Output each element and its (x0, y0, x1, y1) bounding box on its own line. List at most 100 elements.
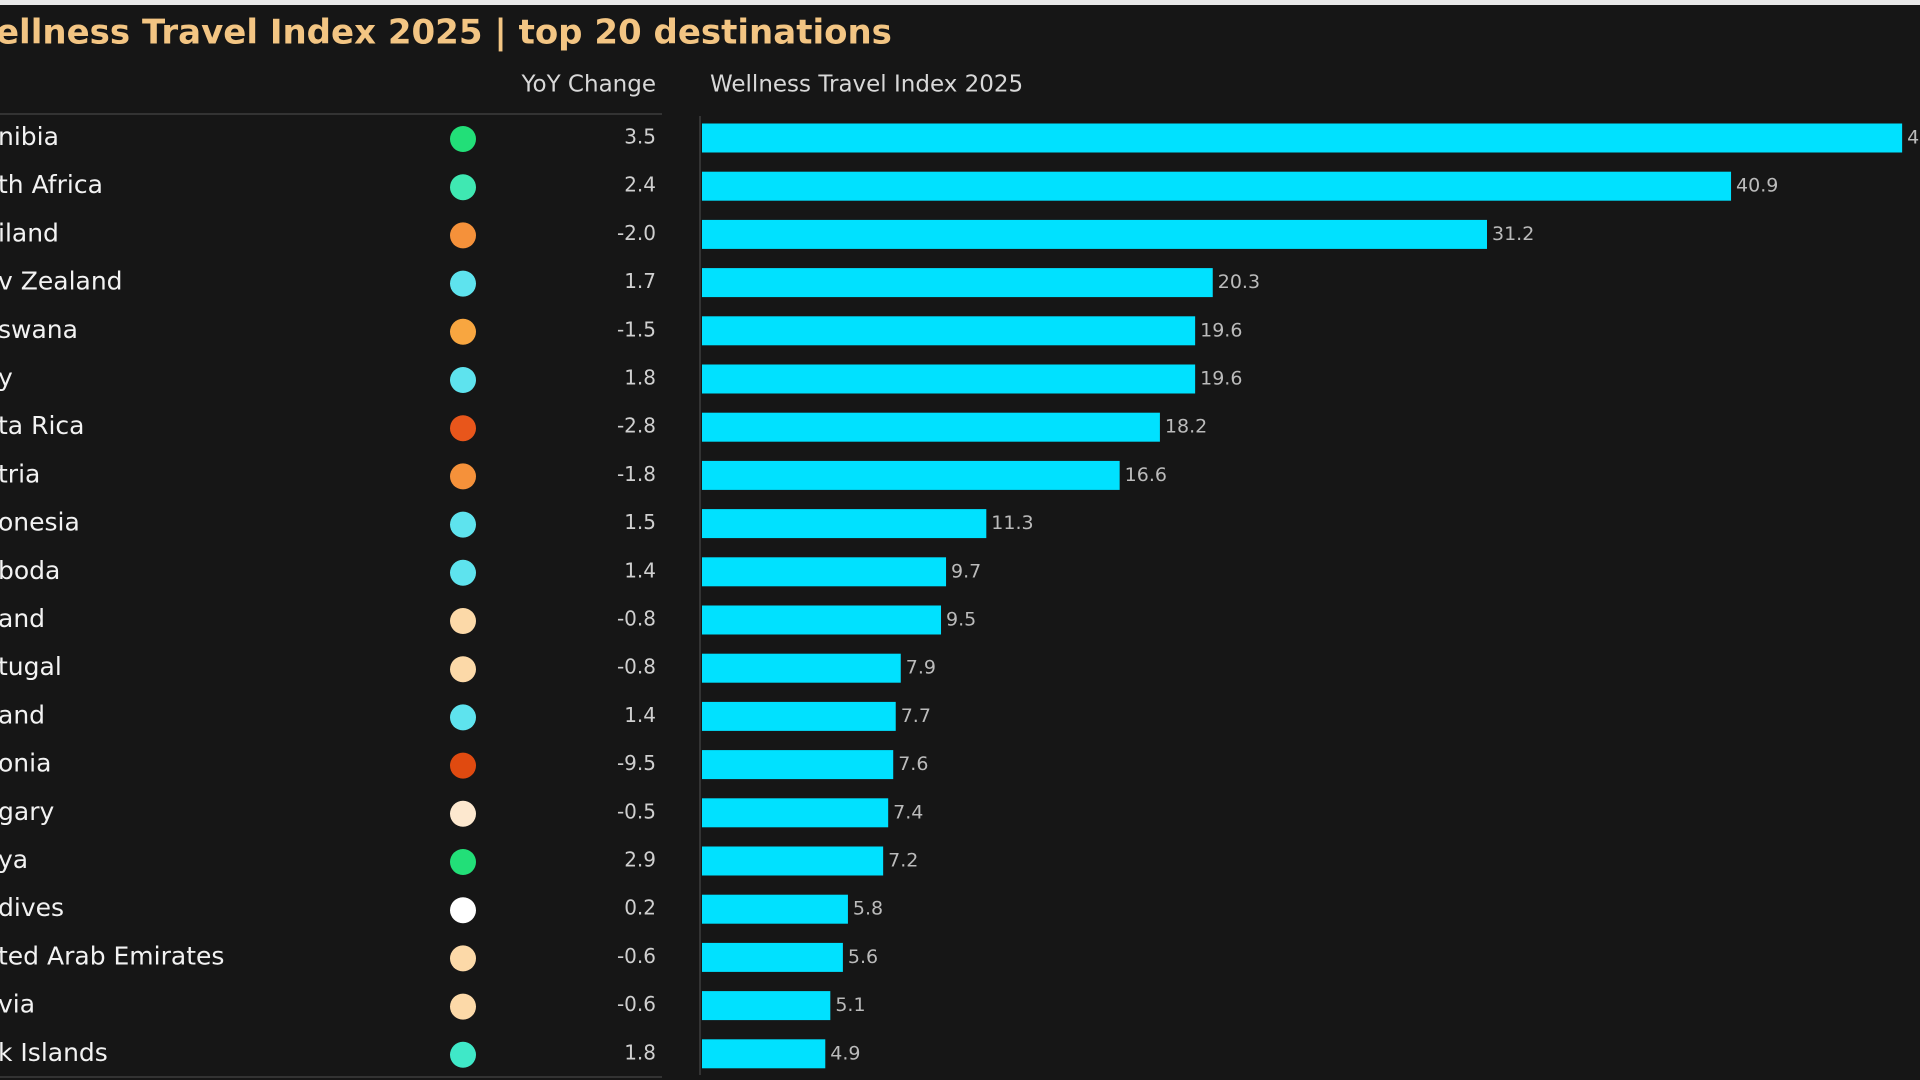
yoy-value: 1.4 (624, 703, 656, 727)
top-border (0, 0, 1920, 5)
bar-value-label: 40.9 (1736, 175, 1778, 197)
bar-value-label: 19.6 (1200, 368, 1242, 390)
bar-value-label: 5.6 (848, 946, 878, 968)
bar (702, 605, 942, 635)
bar-value-label: 4.9 (830, 1042, 860, 1064)
yoy-value: -0.8 (617, 607, 656, 631)
bar (702, 219, 1487, 249)
row-label: tria (0, 459, 40, 488)
status-dot (450, 270, 476, 297)
bar (702, 364, 1196, 394)
bar-value-label: 7.2 (888, 850, 918, 872)
status-dot (450, 222, 476, 249)
bar-value-label: 31.2 (1492, 223, 1534, 245)
row-label: via (0, 990, 35, 1019)
yoy-value: 1.4 (624, 558, 656, 582)
status-dot (450, 945, 476, 972)
bar (702, 701, 896, 731)
bar (702, 509, 987, 539)
yoy-value: -0.6 (617, 992, 656, 1016)
bar (702, 557, 947, 587)
yoy-value: -2.0 (617, 221, 656, 245)
status-dot (450, 511, 476, 538)
bar-value-label: 19.6 (1200, 319, 1242, 341)
status-dot (450, 415, 476, 442)
row-label: v Zealand (0, 267, 123, 296)
status-dot (450, 993, 476, 1020)
bar-value-label: 7.4 (893, 801, 923, 823)
status-dot (450, 897, 476, 924)
yoy-value: 1.7 (624, 269, 656, 293)
yoy-value: 1.8 (624, 366, 656, 390)
bar (702, 942, 843, 972)
yoy-header: YoY Change (521, 72, 657, 98)
yoy-value: -1.8 (617, 462, 656, 486)
yoy-value: -9.5 (617, 751, 656, 775)
bar (702, 653, 901, 683)
bar (702, 1039, 826, 1069)
status-dot (450, 318, 476, 345)
row-label: swana (0, 315, 78, 344)
yoy-value: 2.9 (624, 848, 656, 872)
yoy-value: 3.5 (624, 125, 656, 149)
bar (702, 268, 1213, 298)
row-label: ted Arab Emirates (0, 941, 224, 970)
bar (702, 123, 1903, 153)
bar-value-label: 20.3 (1218, 271, 1260, 293)
bar (702, 412, 1160, 442)
status-dot (450, 800, 476, 827)
row-label: y (0, 363, 13, 392)
chart-title: ellness Travel Index 2025 | top 20 desti… (0, 13, 892, 53)
bar (702, 798, 889, 828)
bar (702, 316, 1196, 346)
bar (702, 894, 848, 924)
yoy-value: -0.5 (617, 799, 656, 823)
row-label: ya (0, 845, 28, 874)
row-label: th Africa (0, 170, 103, 199)
bar-value-label: 9.5 (946, 609, 976, 631)
bar-value-label: 47.7 (1907, 127, 1920, 149)
bar-value-label: 18.2 (1165, 416, 1207, 438)
bar-value-label: 5.1 (835, 994, 865, 1016)
row-label: onesia (0, 508, 80, 537)
status-dot (450, 367, 476, 393)
row-label: nibia (0, 122, 59, 151)
status-dot (450, 174, 476, 201)
status-dot (450, 608, 476, 634)
bar (702, 460, 1120, 490)
status-dot (450, 126, 476, 152)
bar-value-label: 16.6 (1125, 464, 1167, 486)
yoy-value: -2.8 (617, 414, 656, 438)
status-dot (450, 752, 476, 779)
status-dot (450, 704, 476, 731)
status-dot (450, 463, 476, 490)
yoy-value: -0.6 (617, 944, 656, 968)
status-dot (450, 559, 476, 586)
bar (702, 991, 831, 1021)
row-label: and (0, 604, 45, 633)
status-dot (450, 1041, 476, 1068)
bar-value-label: 7.6 (898, 753, 928, 775)
yoy-value: 1.5 (624, 510, 656, 534)
yoy-value: -0.8 (617, 655, 656, 679)
bar (702, 750, 894, 780)
row-label: gary (0, 797, 54, 826)
value-header: Wellness Travel Index 2025 (710, 72, 1023, 98)
bar-value-label: 7.9 (906, 657, 936, 679)
bar-value-label: 11.3 (991, 512, 1033, 534)
row-label: dives (0, 893, 64, 922)
row-label: ta Rica (0, 411, 84, 440)
row-label: and (0, 700, 45, 729)
status-dot (450, 849, 476, 875)
row-label: onia (0, 749, 51, 778)
yoy-value: 0.2 (624, 896, 656, 920)
yoy-value: 1.8 (624, 1040, 656, 1064)
bar-value-label: 7.7 (901, 705, 931, 727)
bar (702, 171, 1732, 201)
row-label: tugal (0, 652, 62, 681)
row-label: boda (0, 556, 60, 585)
row-label: iland (0, 218, 59, 247)
